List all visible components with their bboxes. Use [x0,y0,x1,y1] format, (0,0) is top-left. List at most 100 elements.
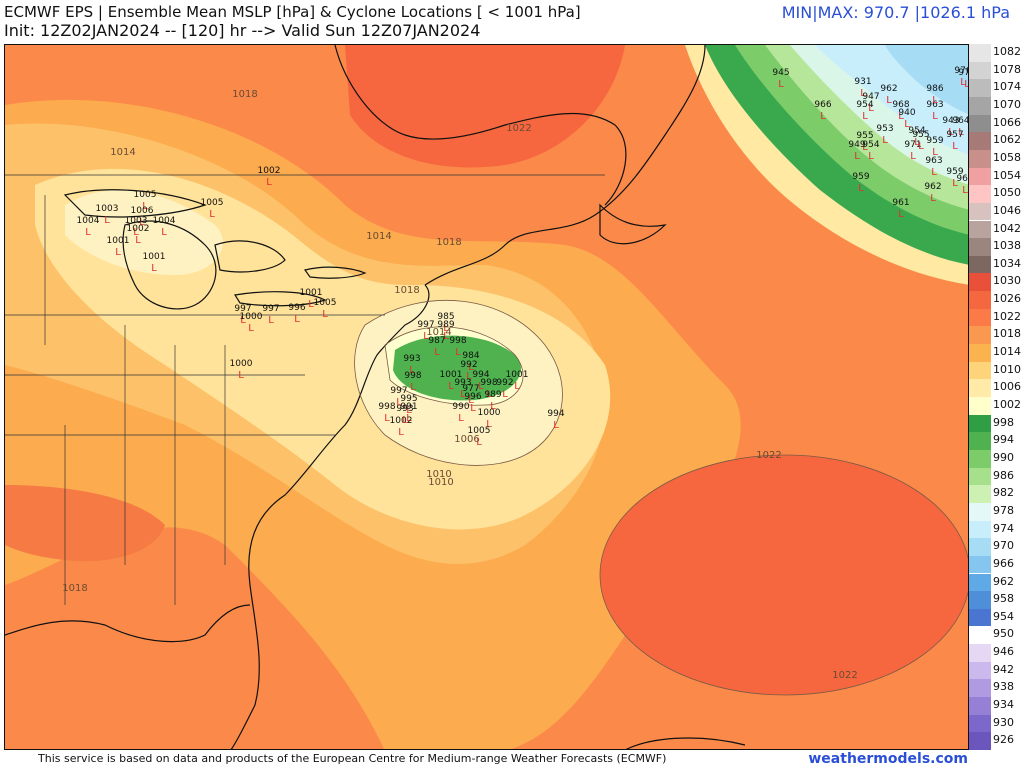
low-marker-icon: L [931,167,937,178]
site-link[interactable]: weathermodels.com [808,751,968,767]
colorbar-entry: 938 [969,679,1024,698]
colorbar-swatch [969,432,991,450]
colorbar-label: 986 [993,468,1014,482]
colorbar-swatch [969,573,991,592]
cyclone-pressure-label: 986 [926,84,943,94]
colorbar-swatch [969,591,991,609]
low-marker-icon: L [964,79,969,90]
low-marker-icon: L [918,141,924,152]
min-max-readout: MIN|MAX: 970.7 |1026.1 hPa [781,3,1010,22]
colorbar-label: 1050 [993,186,1021,200]
cyclone-pressure-label: 997 [234,304,251,314]
great-lakes-huron [214,240,286,273]
isobar-label: 1014 [366,231,391,242]
colorbar-label: 1030 [993,274,1021,288]
colorbar-swatch [969,114,991,133]
colorbar-entry: 982 [969,485,1024,503]
cyclone-pressure-label: 945 [772,68,789,78]
cyclone-pressure-label: 968 [892,100,909,110]
colorbar-label: 1006 [993,380,1021,394]
cyclone-pressure-label: 1000 [240,312,263,322]
low-marker-icon: L [423,331,429,342]
colorbar-swatch [969,414,991,433]
cyclone-pressure-label: 959 [852,172,869,182]
pressure-high-north [345,45,625,168]
cyclone-pressure-label: 994 [547,409,564,419]
low-marker-icon: L [460,389,466,400]
cyclone-pressure-label: 959 [946,167,963,177]
colorbar-entry: 1014 [969,344,1024,362]
colorbar-entry: 1066 [969,114,1024,133]
colorbar-swatch [969,220,991,239]
colorbar-label: 1054 [993,168,1021,182]
cyclone-pressure-label: 989 [437,320,454,330]
colorbar-entry: 1018 [969,326,1024,345]
low-marker-icon: L [135,235,141,246]
cyclone-pressure-label: 1001 [440,370,463,380]
colorbar-swatch [969,679,991,698]
colorbar-label: 994 [993,433,1014,447]
low-marker-icon: L [151,263,157,274]
cyclone-pressure-label: 1000 [478,408,501,418]
cyclone-pressure-label: 1004 [77,216,100,226]
low-marker-icon: L [410,382,416,393]
low-marker-icon: L [409,365,415,376]
us-east-coastline [230,284,430,749]
low-marker-icon: L [448,381,454,392]
isobar-label: 1010 [426,469,451,480]
cyclone-pressure-label: 993 [403,354,420,364]
colorbar-entry: 1058 [969,149,1024,168]
low-marker-icon: L [854,151,860,162]
cyclone-pressure-label: 992 [496,378,513,388]
colorbar-swatch [969,273,991,292]
cyclone-pressure-label: 992 [460,360,477,370]
colorbar-swatch [969,344,991,362]
pressure-map: 1018 1014 1022 1014 1018 1018 1014 1010 1006 1010… [4,44,969,750]
colorbar-swatch [969,132,991,150]
low-marker-icon: L [952,141,958,152]
low-marker-icon: L [490,401,496,412]
isobar-label: 1014 [110,147,135,158]
low-marker-icon: L [161,227,167,238]
colorbar-swatch [969,96,991,115]
colorbar-entry: 986 [969,467,1024,486]
low-marker-icon: L [139,217,145,228]
cyclone-pressure-label: 943 [942,116,959,126]
colorbar-entry: 1082 [969,44,1024,62]
colorbar-label: 938 [993,680,1014,694]
low-marker-icon: L [886,95,892,106]
low-marker-icon: L [443,331,449,342]
low-marker-icon: L [914,137,920,148]
great-lakes-erie [234,291,327,307]
colorbar-entry: 942 [969,661,1024,680]
cyclone-pressure-label: 984 [462,351,479,361]
colorbar-swatch [969,61,991,80]
low-marker-icon: L [930,193,936,204]
isobar-label: 1006 [454,434,479,445]
